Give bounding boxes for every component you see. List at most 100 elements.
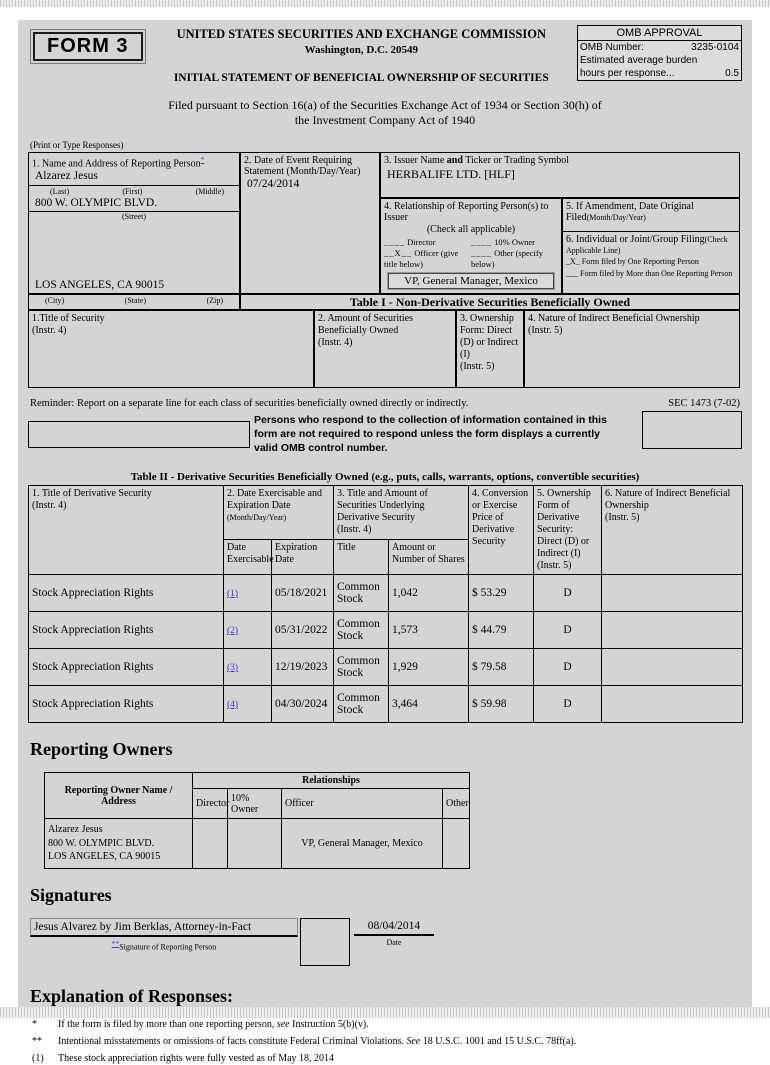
indirect-ownership	[601, 611, 744, 649]
form3-document-page: FORM 3 UNITED STATES SECURITIES AND EXCH…	[18, 20, 752, 1064]
signature-date-value: 08/04/2014	[354, 918, 434, 936]
checkbox-director: ____ Director	[384, 237, 471, 248]
street-block: (Last) (First) (Middle) 800 W. OLYMPIC B…	[29, 186, 239, 213]
table2-subcol-title: Title	[333, 539, 390, 575]
table1-col-title-of-security: 1.Title of Security (Instr. 4)	[28, 310, 314, 388]
footnote-text: If the form is filed by more than one re…	[58, 1019, 369, 1031]
issuer-value: HERBALIFE LTD. [HLF]	[387, 167, 515, 181]
omb-burden-row: hours per response... 0.5	[578, 67, 741, 80]
footnote-ref-link[interactable]: (3)	[227, 663, 239, 673]
underlying-amount: 1,042	[388, 574, 470, 612]
table2-col-ownership-form: 5. Ownership Form of Derivative Security…	[533, 485, 603, 575]
footnote-marker: (1)	[32, 1053, 44, 1064]
footnote-ref-link[interactable]: (4)	[227, 700, 239, 710]
officer-checkbox-mark: __X__	[384, 248, 413, 258]
first-label: (First)	[122, 187, 143, 197]
expiration-date: 04/30/2024	[270, 685, 335, 723]
city-block: (Street) LOS ANGELES, CA 90015	[29, 212, 239, 293]
table2-col-price: 4. Conversion or Exercise Price of Deriv…	[468, 485, 535, 575]
street-value: 800 W. OLYMPIC BLVD.	[35, 197, 158, 210]
checkbox-10pct-owner: ____ 10% Owner	[471, 237, 558, 248]
issuer-label-bold: and	[446, 155, 463, 166]
joint-filing-block: 6. Individual or Joint/Group Filing(Chec…	[563, 232, 739, 293]
filed-pursuant-line1: Filed pursuant to Section 16(a) of the S…	[168, 98, 602, 112]
owner10-label: 10% Owner	[494, 237, 535, 247]
footnote-ref-link[interactable]: (1)	[227, 589, 239, 599]
agency-location: Washington, D.C. 20549	[304, 44, 418, 56]
zip-label: (Zip)	[206, 296, 223, 305]
signature-footnote-link[interactable]: **	[111, 939, 120, 948]
table2-col-dates: 2. Date Exercisable and Expiration Date (…	[222, 484, 335, 541]
owner10-checkbox-mark: ____	[471, 237, 492, 247]
table2-row: Stock Appreciation Rights (3) 12/19/2023…	[28, 648, 744, 686]
table1-header: 1.Title of Security (Instr. 4) 2. Amount…	[28, 310, 742, 388]
table2-subcol-amount: Amount or Number of Shares	[388, 539, 470, 575]
omb-notice-row: Persons who respond to the collection of…	[28, 411, 742, 457]
underlying-title: Common Stock	[333, 685, 390, 723]
table2-col-indirect: 6. Nature of Indirect Beneficial Ownersh…	[601, 485, 744, 575]
underlying-amount: 1,929	[388, 648, 470, 686]
ro-col-10pct-owner: 10% Owner	[227, 788, 282, 819]
other-checkbox-mark: ____	[471, 248, 492, 258]
ownership-form: D	[533, 574, 603, 612]
document-header: FORM 3 UNITED STATES SECURITIES AND EXCH…	[28, 25, 742, 84]
footnote-text: These stock appreciation rights were ful…	[58, 1053, 334, 1065]
reporting-person-footnote-link[interactable]: *	[200, 155, 205, 164]
derivative-title: Stock Appreciation Rights	[28, 648, 224, 686]
underlying-title: Common Stock	[333, 574, 390, 612]
checkbox-other: ____ Other (specify below)	[471, 248, 558, 270]
exercise-price: $ 44.79	[468, 611, 535, 649]
omb-number-row: OMB Number: 3235-0104	[578, 41, 741, 54]
city-state-zip-value: LOS ANGELES, CA 90015	[35, 279, 165, 291]
reporting-person-name: Alzarez Jesus	[35, 170, 98, 183]
footnote-text: Intentional misstatements or omissions o…	[58, 1036, 576, 1048]
table1-title-bar: Table I - Non-Derivative Securities Bene…	[240, 294, 740, 310]
state-label: (State)	[124, 296, 146, 305]
amendment-sub-label: (Month/Day/Year)	[586, 213, 646, 222]
bottom-dither-strip	[0, 1007, 770, 1018]
issuer-label-pre: 3. Issuer Name	[384, 155, 447, 166]
joint-filing-sub-label: (Check Applicable Line)	[566, 235, 728, 255]
officer-title-box: VP, General Manager, Mexico	[388, 273, 554, 289]
amendment-and-filing-cell: 5. If Amendment, Date Original Filed(Mon…	[562, 198, 740, 294]
table1-col-amount: 2. Amount of Securities Beneficially Own…	[314, 310, 456, 388]
city-label: (City)	[45, 296, 65, 305]
table2-row: Stock Appreciation Rights (2) 05/31/2022…	[28, 611, 744, 649]
director-label: Director	[407, 237, 436, 247]
footnote-text-post: Instruction 5(b)(v).	[289, 1019, 369, 1030]
reporting-owner-row: Alzarez Jesus 800 W. OLYMPIC BLVD. LOS A…	[44, 818, 471, 869]
table1-col-indirect-ownership: 4. Nature of Indirect Beneficial Ownersh…	[524, 310, 740, 388]
ro-col-director: Director	[192, 788, 229, 819]
last-first-middle-labels: (Last) (First) (Middle)	[32, 186, 236, 196]
exercise-price: $ 79.58	[468, 648, 535, 686]
form3-label: FORM 3	[33, 32, 143, 61]
ro-director-value	[192, 818, 228, 869]
amendment-label: 5. If Amendment, Date Original Filed	[566, 201, 694, 223]
table2-subcol-expiration-date: Expiration Date	[270, 539, 335, 575]
reminder-text: Reminder: Report on a separate line for …	[30, 398, 469, 409]
table2-col-dates-sub: (Month/Day/Year)	[227, 513, 287, 522]
footnote-ref-link[interactable]: (2)	[227, 626, 239, 636]
expiration-date: 05/18/2021	[270, 574, 335, 612]
ownership-form: D	[533, 648, 603, 686]
name-address-cell: 1. Name and Address of Reporting Person*…	[28, 152, 240, 294]
omb-number-value: 3235-0104	[691, 42, 739, 53]
ro-other-value	[441, 818, 471, 869]
signature-column: Jesus Alvarez by Jim Berklas, Attorney-i…	[30, 918, 298, 952]
joint-one-label: Form filed by One Reporting Person	[581, 257, 699, 266]
signatures-heading: Signatures	[30, 885, 112, 905]
table2-derivative-securities: 1. Title of Derivative Security (Instr. …	[28, 484, 744, 723]
footnote-text-post: 18 U.S.C. 1001 and 15 U.S.C. 78ff(a).	[420, 1036, 577, 1047]
ro-10pct-owner-value	[227, 818, 282, 869]
director-checkbox-mark: ____	[384, 237, 405, 247]
ownership-form: D	[533, 611, 603, 649]
exercise-price: $ 59.98	[468, 685, 535, 723]
signature-spacer-box	[300, 918, 350, 966]
joint-more-person-line: ___ Form filed by More than One Reportin…	[566, 269, 736, 280]
officer-label: Officer (give title below)	[384, 248, 459, 269]
street-label: (Street)	[122, 212, 146, 222]
table2-col-dates-label: 2. Date Exercisable and Expiration Date	[227, 488, 322, 511]
footnote-item: ** Intentional misstatements or omission…	[28, 1036, 742, 1048]
checkbox-officer: __X__ Officer (give title below)	[384, 248, 471, 270]
relationship-cell: 4. Relationship of Reporting Person(s) t…	[380, 198, 562, 294]
